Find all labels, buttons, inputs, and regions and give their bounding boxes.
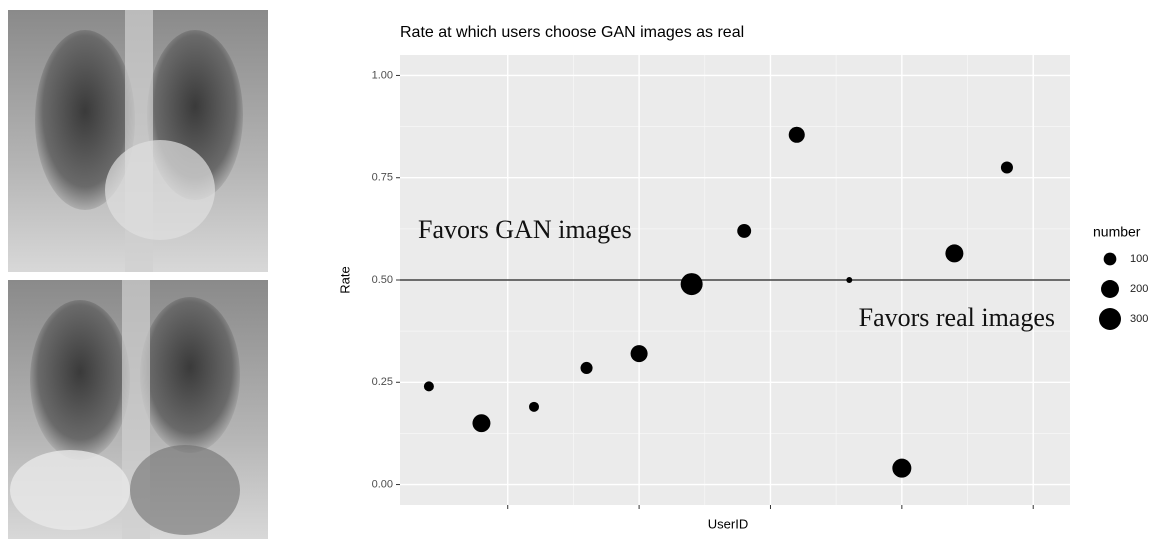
y-tick-label: 0.25 xyxy=(372,376,393,388)
y-axis-label: Rate xyxy=(337,266,352,293)
legend-label: 300 xyxy=(1130,313,1148,325)
x-axis-label: UserID xyxy=(708,516,748,531)
y-tick-label: 0.75 xyxy=(372,172,393,184)
legend-key xyxy=(1101,280,1119,298)
legend-label: 100 xyxy=(1130,253,1148,265)
legend-label: 200 xyxy=(1130,283,1148,295)
annotation: Favors GAN images xyxy=(418,215,632,244)
point xyxy=(580,361,593,374)
chart-title: Rate at which users choose GAN images as… xyxy=(400,24,744,41)
point xyxy=(472,414,491,433)
point xyxy=(892,458,912,478)
legend-key xyxy=(1099,308,1121,330)
point xyxy=(630,345,648,363)
point xyxy=(945,244,964,263)
y-tick-label: 0.50 xyxy=(372,274,393,286)
point xyxy=(529,401,539,412)
y-tick-label: 0.00 xyxy=(372,478,393,490)
point xyxy=(680,273,703,296)
point xyxy=(788,126,805,143)
legend-title: number xyxy=(1093,224,1141,240)
xray-bottom xyxy=(8,280,268,539)
point xyxy=(737,223,752,238)
y-tick-label: 1.00 xyxy=(372,69,393,81)
xray-top xyxy=(8,10,268,272)
legend-key xyxy=(1103,252,1117,266)
point xyxy=(1000,161,1013,174)
point xyxy=(423,381,434,392)
point xyxy=(846,277,853,283)
annotation: Favors real images xyxy=(859,303,1055,332)
